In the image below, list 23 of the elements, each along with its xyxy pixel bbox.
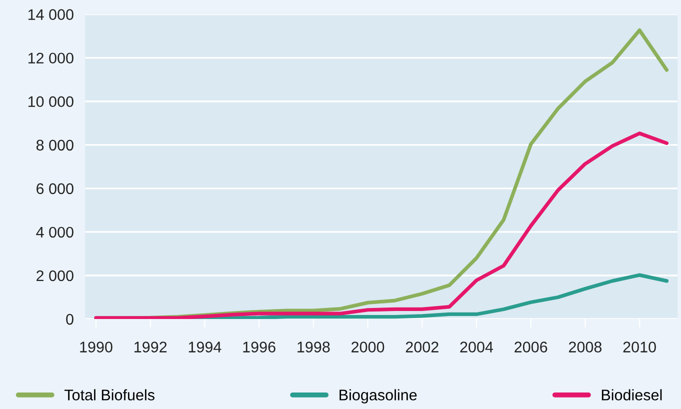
y-tick-label: 14 000 (28, 9, 74, 20)
x-tick-label: 1992 (134, 342, 167, 352)
line-series (94, 132, 669, 320)
y-tick-label: 10 000 (28, 96, 74, 108)
y-tick-label: 0 (66, 314, 74, 325)
x-tick-label: 2000 (352, 342, 384, 352)
y-tick-label: 4 000 (36, 226, 74, 238)
x-tick-label: 2004 (460, 342, 494, 352)
y-tick-label: 6 000 (36, 183, 74, 194)
x-tick-label: 1994 (188, 342, 222, 352)
legend-label: Biogasoline (340, 389, 417, 404)
x-tick-label: 2008 (568, 342, 602, 352)
legend-label: Total Biofuels (64, 389, 154, 400)
y-tick-label: 12 000 (28, 52, 74, 64)
y-tick-label: 8 000 (36, 140, 74, 151)
x-tick-label: 1990 (80, 342, 112, 352)
x-tick-label: 2010 (623, 342, 656, 352)
x-tick-label: 1998 (298, 342, 330, 352)
x-tick-label: 2002 (406, 342, 438, 352)
legend-label: Biodiesel (602, 389, 662, 400)
x-tick-label: 1996 (243, 342, 276, 352)
y-tick-label: 2 000 (36, 270, 74, 282)
x-tick-label: 2006 (514, 342, 548, 352)
